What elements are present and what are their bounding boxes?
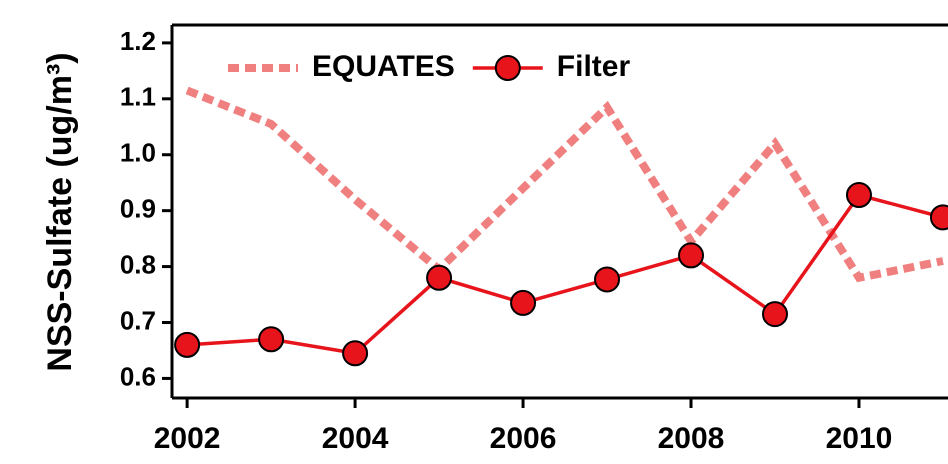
point	[258, 326, 285, 353]
point	[678, 242, 705, 269]
series-line	[187, 192, 944, 356]
x-tick-label: 2008	[658, 422, 725, 455]
point	[761, 301, 788, 328]
point	[342, 340, 369, 367]
y-tick-label: 0.7	[120, 305, 156, 335]
plot-area	[174, 86, 948, 367]
x-tick-label: 2010	[826, 422, 893, 455]
point	[845, 182, 872, 209]
point	[594, 266, 621, 293]
y-tick-label: 1.2	[120, 26, 156, 56]
point	[929, 204, 948, 231]
y-tick-label: 1.1	[120, 82, 156, 112]
legend-label: EQUATES	[312, 50, 455, 83]
x-tick-label: 2004	[322, 422, 389, 455]
x-tick-label: 2002	[154, 422, 221, 455]
point	[174, 331, 201, 358]
y-tick-label: 0.6	[120, 361, 156, 391]
series-line	[185, 86, 944, 283]
y-axis-label: NSS-Sulfate (ug/m³)	[41, 52, 79, 371]
y-tick-label: 0.9	[120, 194, 156, 224]
y-tick-label: 0.8	[120, 249, 156, 279]
legend-label: Filter	[557, 50, 631, 83]
point	[426, 264, 453, 291]
legend-marker	[494, 55, 521, 81]
y-tick-label: 1.0	[120, 138, 156, 168]
point	[510, 289, 537, 316]
x-tick-label: 2006	[490, 422, 557, 455]
